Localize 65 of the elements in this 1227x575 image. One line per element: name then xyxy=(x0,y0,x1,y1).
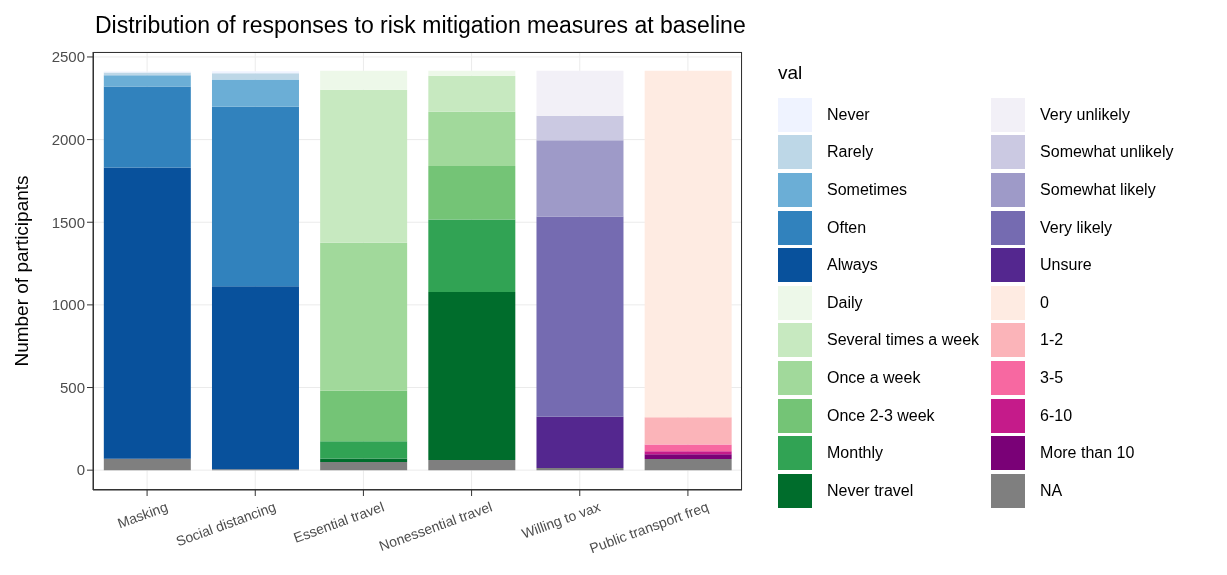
bar xyxy=(644,70,732,418)
legend-label: Sometimes xyxy=(827,180,908,199)
y-tick-label: 0 xyxy=(76,461,85,479)
bar xyxy=(428,291,516,460)
legend-label: 1-2 xyxy=(1040,331,1064,350)
bar xyxy=(320,390,408,442)
legend-label: Always xyxy=(827,256,878,275)
legend-label: Rarely xyxy=(827,143,874,162)
legend-title: val xyxy=(778,62,804,85)
bar xyxy=(103,167,191,459)
legend-label: Very unlikely xyxy=(1040,105,1130,124)
bar xyxy=(536,140,624,217)
bar xyxy=(320,461,408,471)
y-tick-label: 1000 xyxy=(51,296,85,314)
legend-label: 3-5 xyxy=(1040,368,1064,387)
chart-title: Distribution of responses to risk mitigation measures at baseline xyxy=(95,12,746,39)
legend-label: Monthly xyxy=(827,444,884,463)
bar xyxy=(644,454,732,460)
bar xyxy=(644,451,732,455)
bar xyxy=(428,166,516,220)
y-tick-label: 500 xyxy=(59,378,85,396)
bar xyxy=(211,79,299,107)
bar xyxy=(211,73,299,80)
legend-label: Unsure xyxy=(1040,256,1092,275)
bar xyxy=(320,70,408,90)
legend-label: Several times a week xyxy=(827,331,980,350)
legend-label: 0 xyxy=(1040,293,1049,312)
bar xyxy=(428,70,516,76)
y-tick-label: 2500 xyxy=(51,48,85,66)
bar xyxy=(103,75,191,87)
legend-label: NA xyxy=(1040,481,1063,500)
bar xyxy=(103,458,191,471)
legend-label: Often xyxy=(827,218,867,237)
bar xyxy=(211,106,299,287)
bar xyxy=(428,75,516,112)
bar xyxy=(320,242,408,391)
y-axis-title: Number of participants xyxy=(11,175,33,367)
bar xyxy=(211,286,299,470)
bar xyxy=(536,468,624,471)
bar xyxy=(536,115,624,141)
legend-label: Daily xyxy=(827,293,863,312)
x-tick-label: Willing to vax xyxy=(519,498,603,542)
legend-label: Once a week xyxy=(827,368,921,387)
bar xyxy=(428,219,516,292)
y-tick-label: 2000 xyxy=(51,130,85,148)
bar xyxy=(644,417,732,445)
legend-label: Never xyxy=(827,105,870,124)
bar xyxy=(428,111,516,167)
legend-label: Somewhat likely xyxy=(1040,180,1156,199)
bar xyxy=(103,86,191,168)
y-tick-label: 1500 xyxy=(51,213,85,231)
bar xyxy=(644,444,732,452)
legend-label: Never travel xyxy=(827,481,914,500)
legend-label: Very likely xyxy=(1040,218,1113,237)
bar xyxy=(644,459,732,471)
legend-label: More than 10 xyxy=(1040,444,1135,463)
bar xyxy=(320,89,408,243)
legend-label: 6-10 xyxy=(1040,406,1073,425)
legend-label: Somewhat unlikely xyxy=(1040,143,1174,162)
bar xyxy=(536,216,624,417)
bar xyxy=(428,459,516,471)
bar xyxy=(320,458,408,462)
bar xyxy=(536,416,624,469)
bar xyxy=(320,441,408,459)
legend-label: Once 2-3 week xyxy=(827,406,935,425)
